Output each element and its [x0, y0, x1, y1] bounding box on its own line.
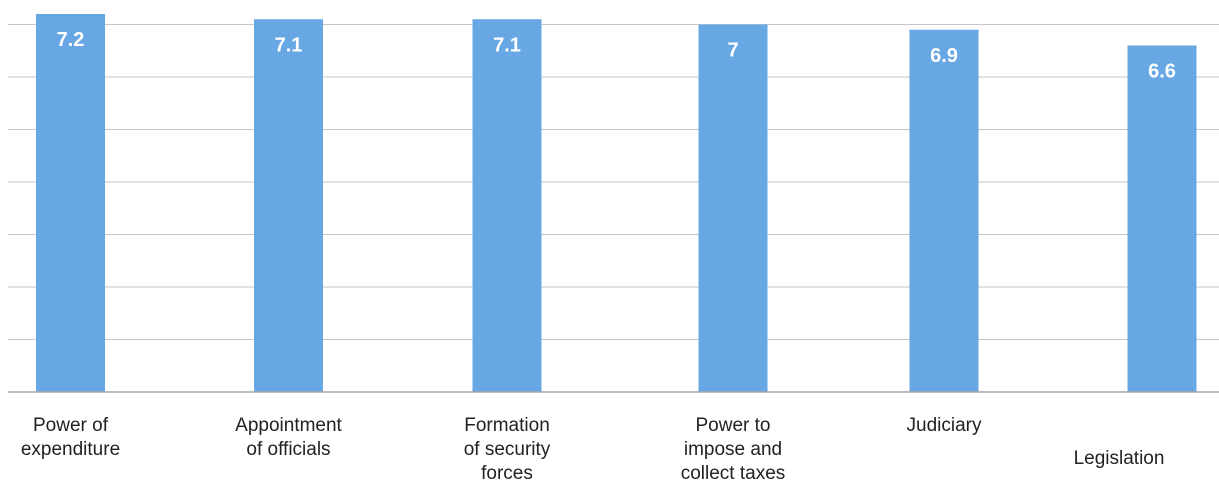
- bars: [36, 14, 1197, 392]
- category-label: Judiciary: [906, 415, 982, 436]
- category-label: Appointment of officials: [235, 415, 342, 460]
- value-labels: 7.2 7.1 7.1 7 6.9 6.6: [57, 29, 1176, 83]
- bar-value-label: 7.1: [275, 34, 303, 56]
- bar-value-label: 7.2: [57, 29, 85, 51]
- gridlines: [8, 24, 1219, 340]
- bar-value-label: 7: [727, 40, 738, 62]
- bar: [254, 19, 323, 392]
- category-label: Formation of security forces: [463, 415, 551, 484]
- bar-value-label: 6.6: [1148, 61, 1176, 83]
- bar: [472, 19, 542, 392]
- bar: [1127, 45, 1197, 392]
- category-label: Legislation: [1073, 448, 1165, 469]
- bar-value-label: 6.9: [930, 45, 958, 67]
- category-label: Power to impose and collect taxes: [680, 415, 786, 484]
- bar: [909, 29, 979, 392]
- bar-value-label: 7.1: [493, 34, 521, 56]
- category-label: Power of expenditure: [20, 415, 121, 460]
- bar: [698, 24, 768, 392]
- bar: [36, 14, 105, 392]
